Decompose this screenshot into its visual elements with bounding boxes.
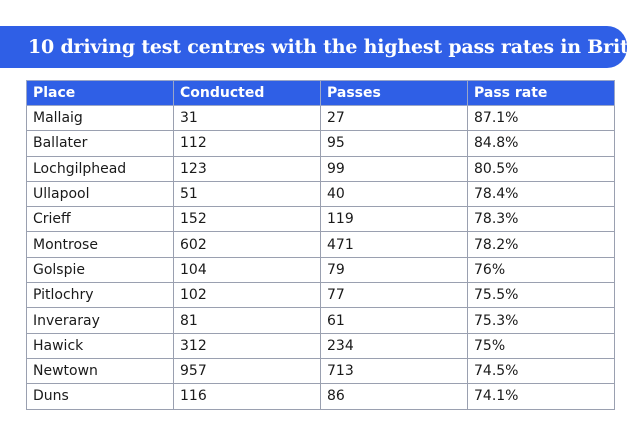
- title-banner: 10 driving test centres with the highest…: [0, 26, 640, 68]
- passes-cell: 234: [320, 332, 468, 359]
- passes-cell: 119: [320, 206, 468, 233]
- pass-rate-cell: 75.5%: [467, 282, 615, 309]
- column-header-passes: Passes: [320, 80, 468, 106]
- table-row: Mallaig 31 27 87.1%: [26, 104, 615, 132]
- table-row: Ullapool 51 40 78.4%: [26, 180, 615, 208]
- pass-rate-cell: 80.5%: [467, 155, 615, 182]
- table-row: Hawick 312 234 75%: [26, 332, 615, 359]
- passes-cell: 86: [320, 383, 468, 410]
- table-title: 10 driving test centres with the highest…: [28, 36, 640, 58]
- header-row: Place Conducted Passes Pass rate: [26, 80, 615, 106]
- passes-cell: 713: [320, 357, 468, 385]
- pass-rate-cell: 75.3%: [467, 307, 615, 334]
- table-row: Inveraray 81 61 75.3%: [26, 307, 615, 334]
- pass-rate-cell: 76%: [467, 256, 615, 284]
- table-row: Pitlochry 102 77 75.5%: [26, 282, 615, 309]
- place-cell: Pitlochry: [26, 282, 174, 309]
- table-row: Duns 116 86 74.1%: [26, 383, 615, 410]
- place-cell: Newtown: [26, 357, 174, 385]
- conducted-cell: 102: [173, 282, 321, 309]
- pass-rate-cell: 75%: [467, 332, 615, 359]
- passes-cell: 79: [320, 256, 468, 284]
- place-cell: Montrose: [26, 231, 174, 258]
- place-cell: Crieff: [26, 206, 174, 233]
- pass-rate-cell: 84.8%: [467, 130, 615, 157]
- passes-cell: 27: [320, 104, 468, 132]
- place-cell: Duns: [26, 383, 174, 410]
- place-cell: Inveraray: [26, 307, 174, 334]
- passes-cell: 471: [320, 231, 468, 258]
- passes-cell: 77: [320, 282, 468, 309]
- table-row: Crieff 152 119 78.3%: [26, 206, 615, 233]
- conducted-cell: 116: [173, 383, 321, 410]
- conducted-cell: 602: [173, 231, 321, 258]
- conducted-cell: 312: [173, 332, 321, 359]
- column-header-place: Place: [26, 80, 174, 106]
- conducted-cell: 51: [173, 180, 321, 208]
- place-cell: Golspie: [26, 256, 174, 284]
- pass-rate-cell: 78.4%: [467, 180, 615, 208]
- table-row: Ballater 112 95 84.8%: [26, 130, 615, 157]
- conducted-cell: 81: [173, 307, 321, 334]
- conducted-cell: 957: [173, 357, 321, 385]
- table-body: Mallaig 31 27 87.1% Ballater 112 95 84.8% Lochgi…: [26, 104, 615, 410]
- column-header-conducted: Conducted: [173, 80, 321, 106]
- table-row: Newtown 957 713 74.5%: [26, 357, 615, 385]
- place-cell: Ballater: [26, 130, 174, 157]
- pass-rate-table: Place Conducted Passes Pass rate Mallaig…: [26, 80, 615, 410]
- passes-cell: 40: [320, 180, 468, 208]
- conducted-cell: 152: [173, 206, 321, 233]
- pass-rate-cell: 78.3%: [467, 206, 615, 233]
- conducted-cell: 123: [173, 155, 321, 182]
- place-cell: Ullapool: [26, 180, 174, 208]
- conducted-cell: 104: [173, 256, 321, 284]
- table-row: Golspie 104 79 76%: [26, 256, 615, 284]
- pass-rate-cell: 78.2%: [467, 231, 615, 258]
- pass-rate-cell: 74.5%: [467, 357, 615, 385]
- pass-rate-cell: 74.1%: [467, 383, 615, 410]
- passes-cell: 95: [320, 130, 468, 157]
- table-row: Lochgilphead 123 99 80.5%: [26, 155, 615, 182]
- pass-rate-cell: 87.1%: [467, 104, 615, 132]
- place-cell: Mallaig: [26, 104, 174, 132]
- passes-cell: 61: [320, 307, 468, 334]
- place-cell: Hawick: [26, 332, 174, 359]
- table-row: Montrose 602 471 78.2%: [26, 231, 615, 258]
- conducted-cell: 31: [173, 104, 321, 132]
- column-header-pass-rate: Pass rate: [467, 80, 615, 106]
- place-cell: Lochgilphead: [26, 155, 174, 182]
- passes-cell: 99: [320, 155, 468, 182]
- conducted-cell: 112: [173, 130, 321, 157]
